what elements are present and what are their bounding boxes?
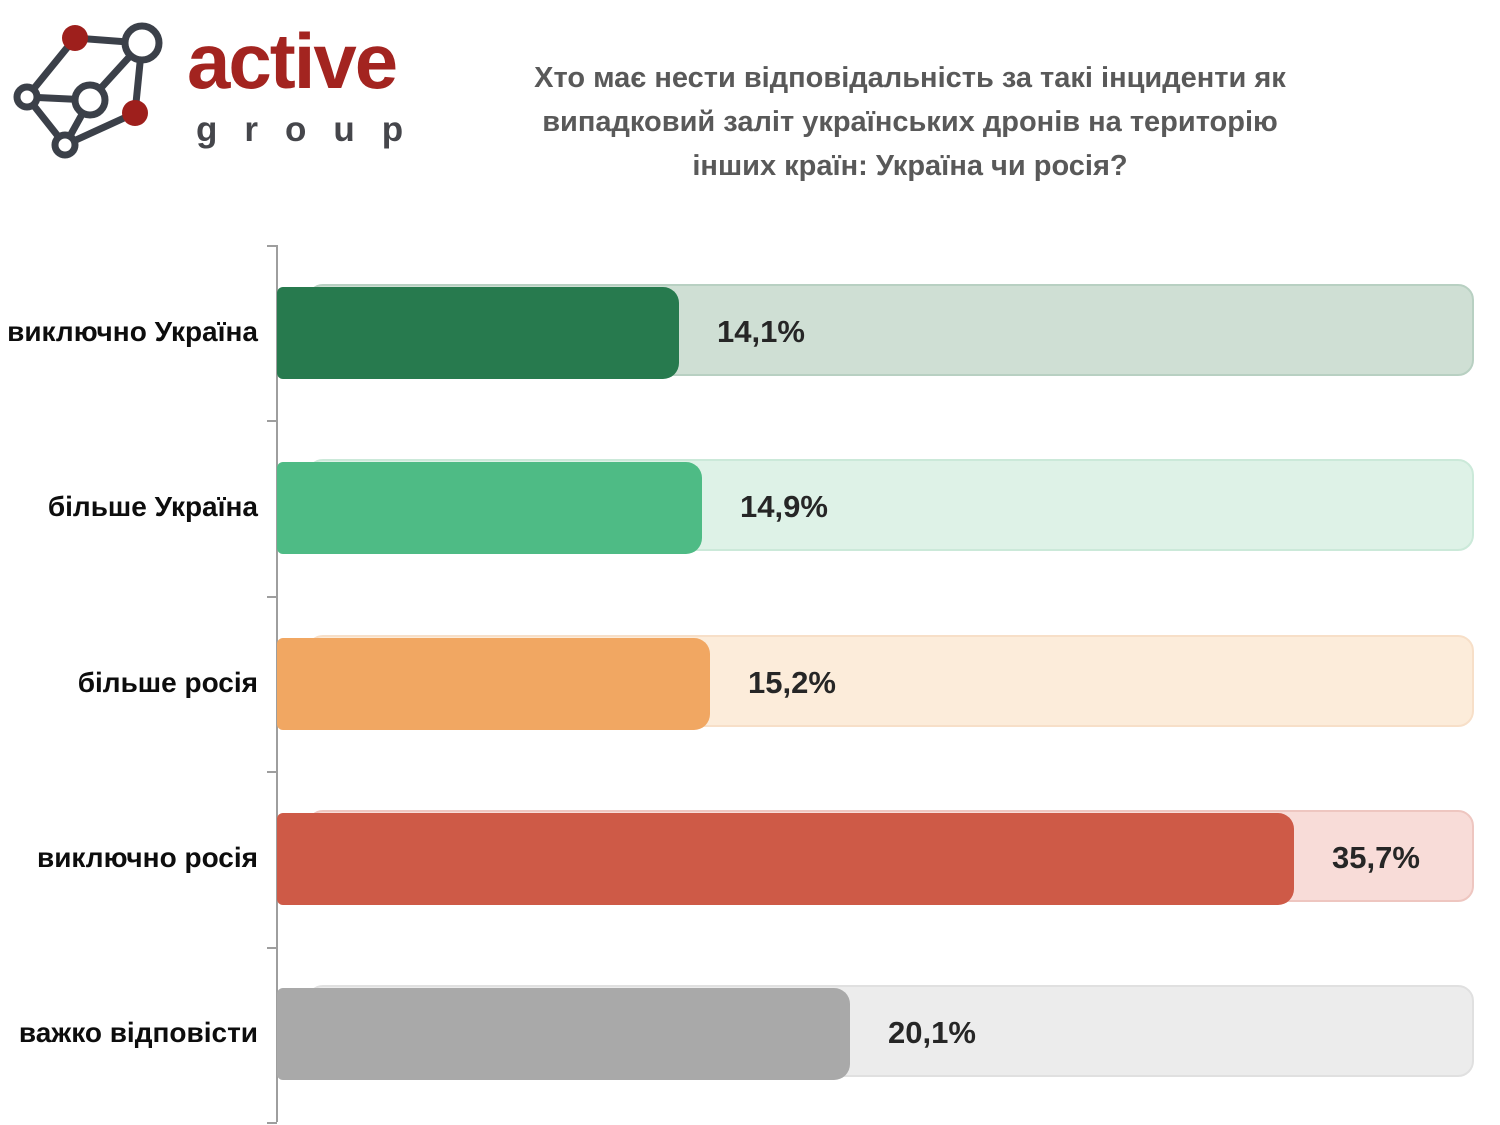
value-label: 20,1% [888, 1015, 976, 1050]
network-logo-icon [13, 22, 163, 159]
chart-title-line-2: випадковий заліт українських дронів на т… [542, 106, 1278, 138]
value-label: 35,7% [1332, 840, 1420, 875]
bar [277, 287, 679, 379]
axis-tick [267, 245, 277, 247]
brand-subname: group [196, 110, 431, 149]
brand-name: active [187, 17, 398, 105]
bar [277, 638, 710, 730]
axis-tick [267, 771, 277, 773]
category-label: більше Україна [47, 491, 258, 522]
bar [277, 988, 850, 1080]
logo: active group [12, 8, 452, 188]
value-label: 14,1% [717, 314, 805, 349]
axis-tick [267, 947, 277, 949]
value-label: 14,9% [740, 489, 828, 524]
chart-title-line-1: Хто має нести відповідальність за такі і… [534, 62, 1286, 94]
value-label: 15,2% [748, 665, 836, 700]
category-label: виключно росія [37, 842, 258, 873]
bar [277, 462, 702, 554]
axis-tick [267, 420, 277, 422]
category-label: більше росія [77, 667, 258, 698]
category-label: важко відповісти [18, 1017, 258, 1048]
axis-tick [267, 1122, 277, 1124]
axis-tick [267, 596, 277, 598]
chart-title-line-3: інших країн: Україна чи росія? [692, 150, 1128, 182]
bar [277, 813, 1294, 905]
category-label: виключно Україна [7, 316, 258, 347]
chart-title: Хто має нести відповідальність за такі і… [450, 56, 1370, 188]
